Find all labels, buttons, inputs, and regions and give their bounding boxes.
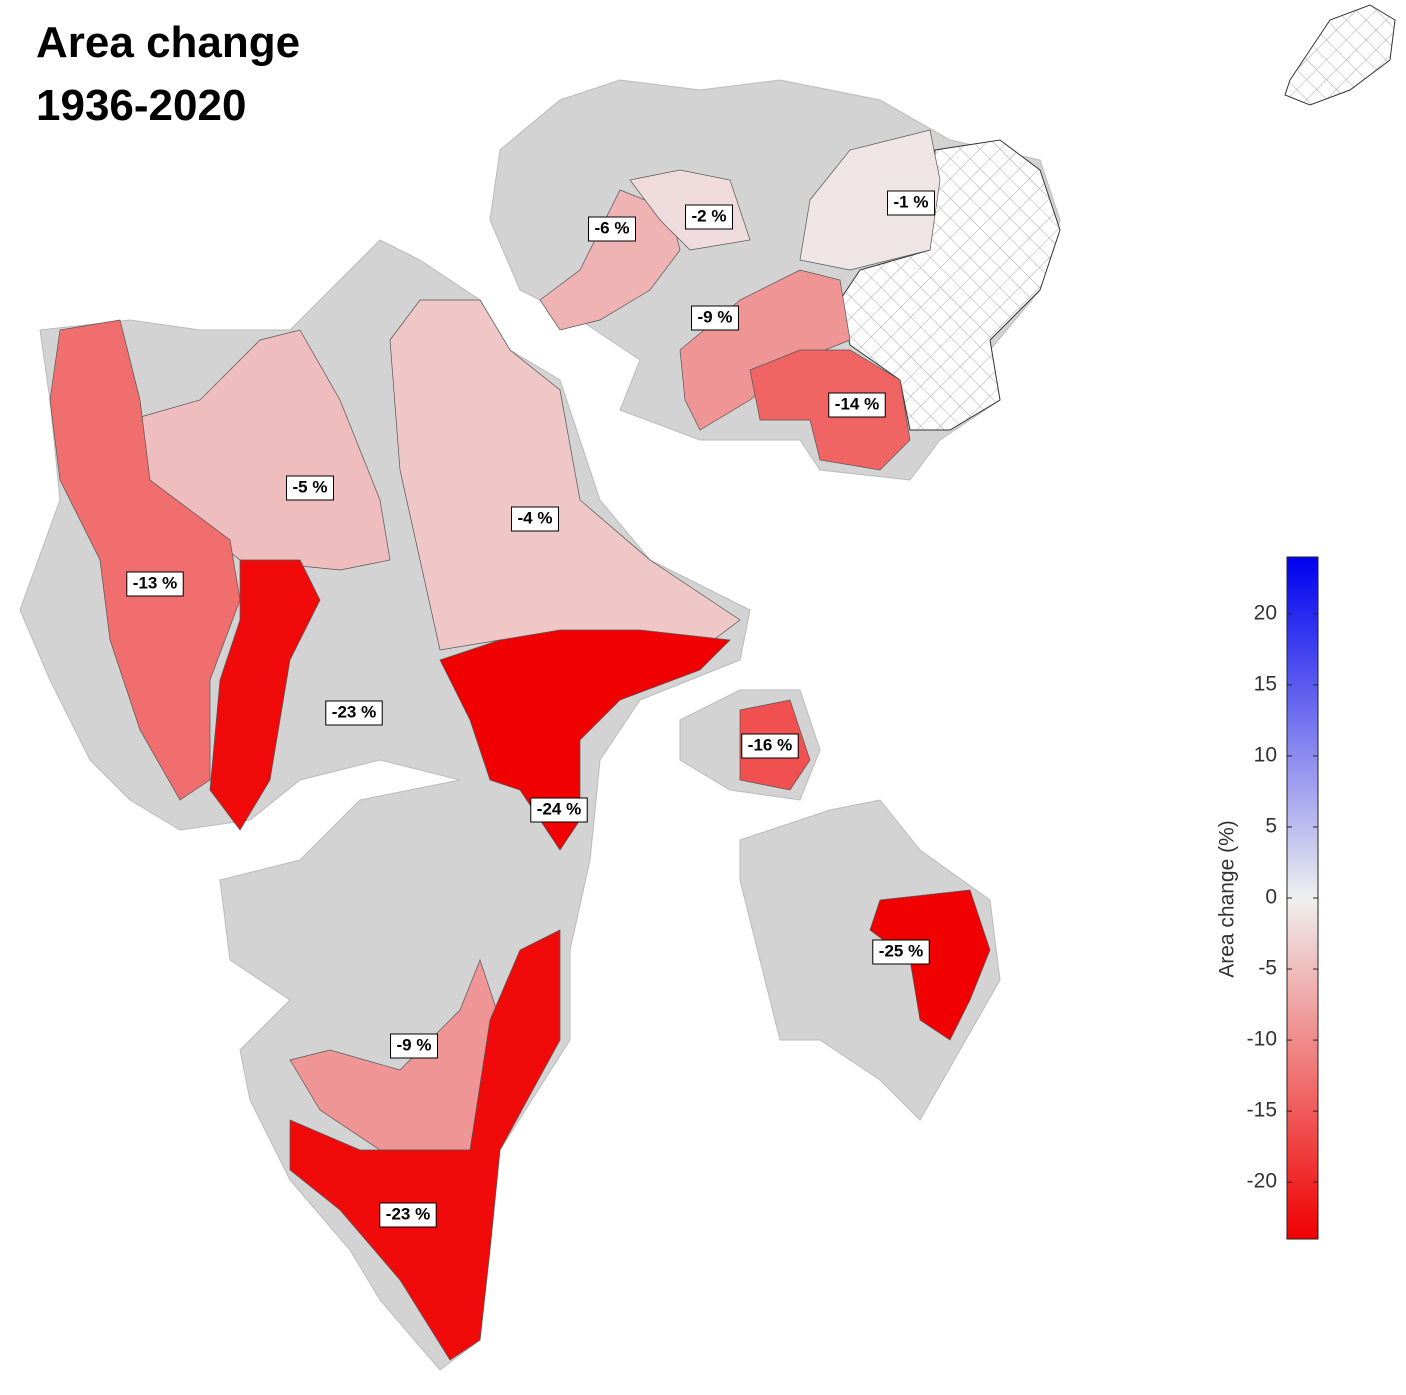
label-box — [325, 700, 383, 726]
label-box — [530, 797, 588, 823]
region-label: -16 % — [748, 735, 792, 754]
no-data-island — [1284, 4, 1396, 106]
label-box — [126, 571, 184, 597]
region-label: -2 % — [692, 206, 727, 225]
tick-label: 0 — [1265, 886, 1277, 909]
region-label: -13 % — [133, 573, 177, 592]
tick-label: 5 — [1265, 815, 1277, 838]
tick-label: 15 — [1254, 672, 1277, 695]
region-label: -6 % — [595, 218, 630, 237]
label-box — [379, 1202, 437, 1228]
label-box — [872, 939, 930, 965]
region-label: -24 % — [537, 799, 581, 818]
tick-label: -15 — [1247, 1099, 1277, 1122]
label-box — [741, 733, 799, 759]
region — [539, 189, 681, 331]
region-label: -1 % — [894, 192, 929, 211]
region-label: -9 % — [397, 1035, 432, 1054]
region — [389, 299, 741, 651]
label-box — [511, 506, 559, 532]
label-box — [828, 392, 886, 418]
colorbar-label: Area change (%) — [1216, 820, 1239, 978]
region — [289, 929, 561, 1361]
region — [49, 319, 241, 801]
region — [289, 958, 501, 1151]
tick-label: 10 — [1254, 743, 1277, 766]
no-data-area — [839, 139, 1061, 431]
tick-label: -20 — [1247, 1170, 1277, 1193]
labels: -6 % -2 % -1 % -9 % -14 % -5 % -4 % -13 % -23 % -… — [126, 190, 935, 1228]
tick-label: -10 — [1247, 1028, 1277, 1051]
region — [799, 129, 941, 271]
region — [439, 629, 731, 851]
island — [739, 799, 1001, 1121]
tick-label: 20 — [1254, 601, 1277, 624]
region-label: -23 % — [332, 702, 376, 721]
label-box — [390, 1033, 438, 1059]
title-line: 1936-2020 — [36, 81, 246, 130]
colorbar: Area change (%) -20 -15 -10 -5 0 5 10 15 20 — [1216, 556, 1319, 1240]
region-label: -9 % — [698, 307, 733, 326]
region-label: -4 % — [518, 508, 553, 527]
region-label: -25 % — [879, 941, 923, 960]
colorbar-scale — [1286, 556, 1319, 1240]
region-label: -5 % — [293, 477, 328, 496]
label-box — [691, 305, 739, 331]
tick-label: -5 — [1258, 957, 1277, 980]
region-label: -23 % — [386, 1204, 430, 1223]
region-label: -14 % — [835, 394, 879, 413]
title-line: Area change — [36, 18, 300, 67]
label-box — [588, 216, 636, 242]
region — [209, 559, 321, 831]
label-box — [286, 475, 334, 501]
label-box — [685, 204, 733, 230]
label-box — [887, 190, 935, 216]
